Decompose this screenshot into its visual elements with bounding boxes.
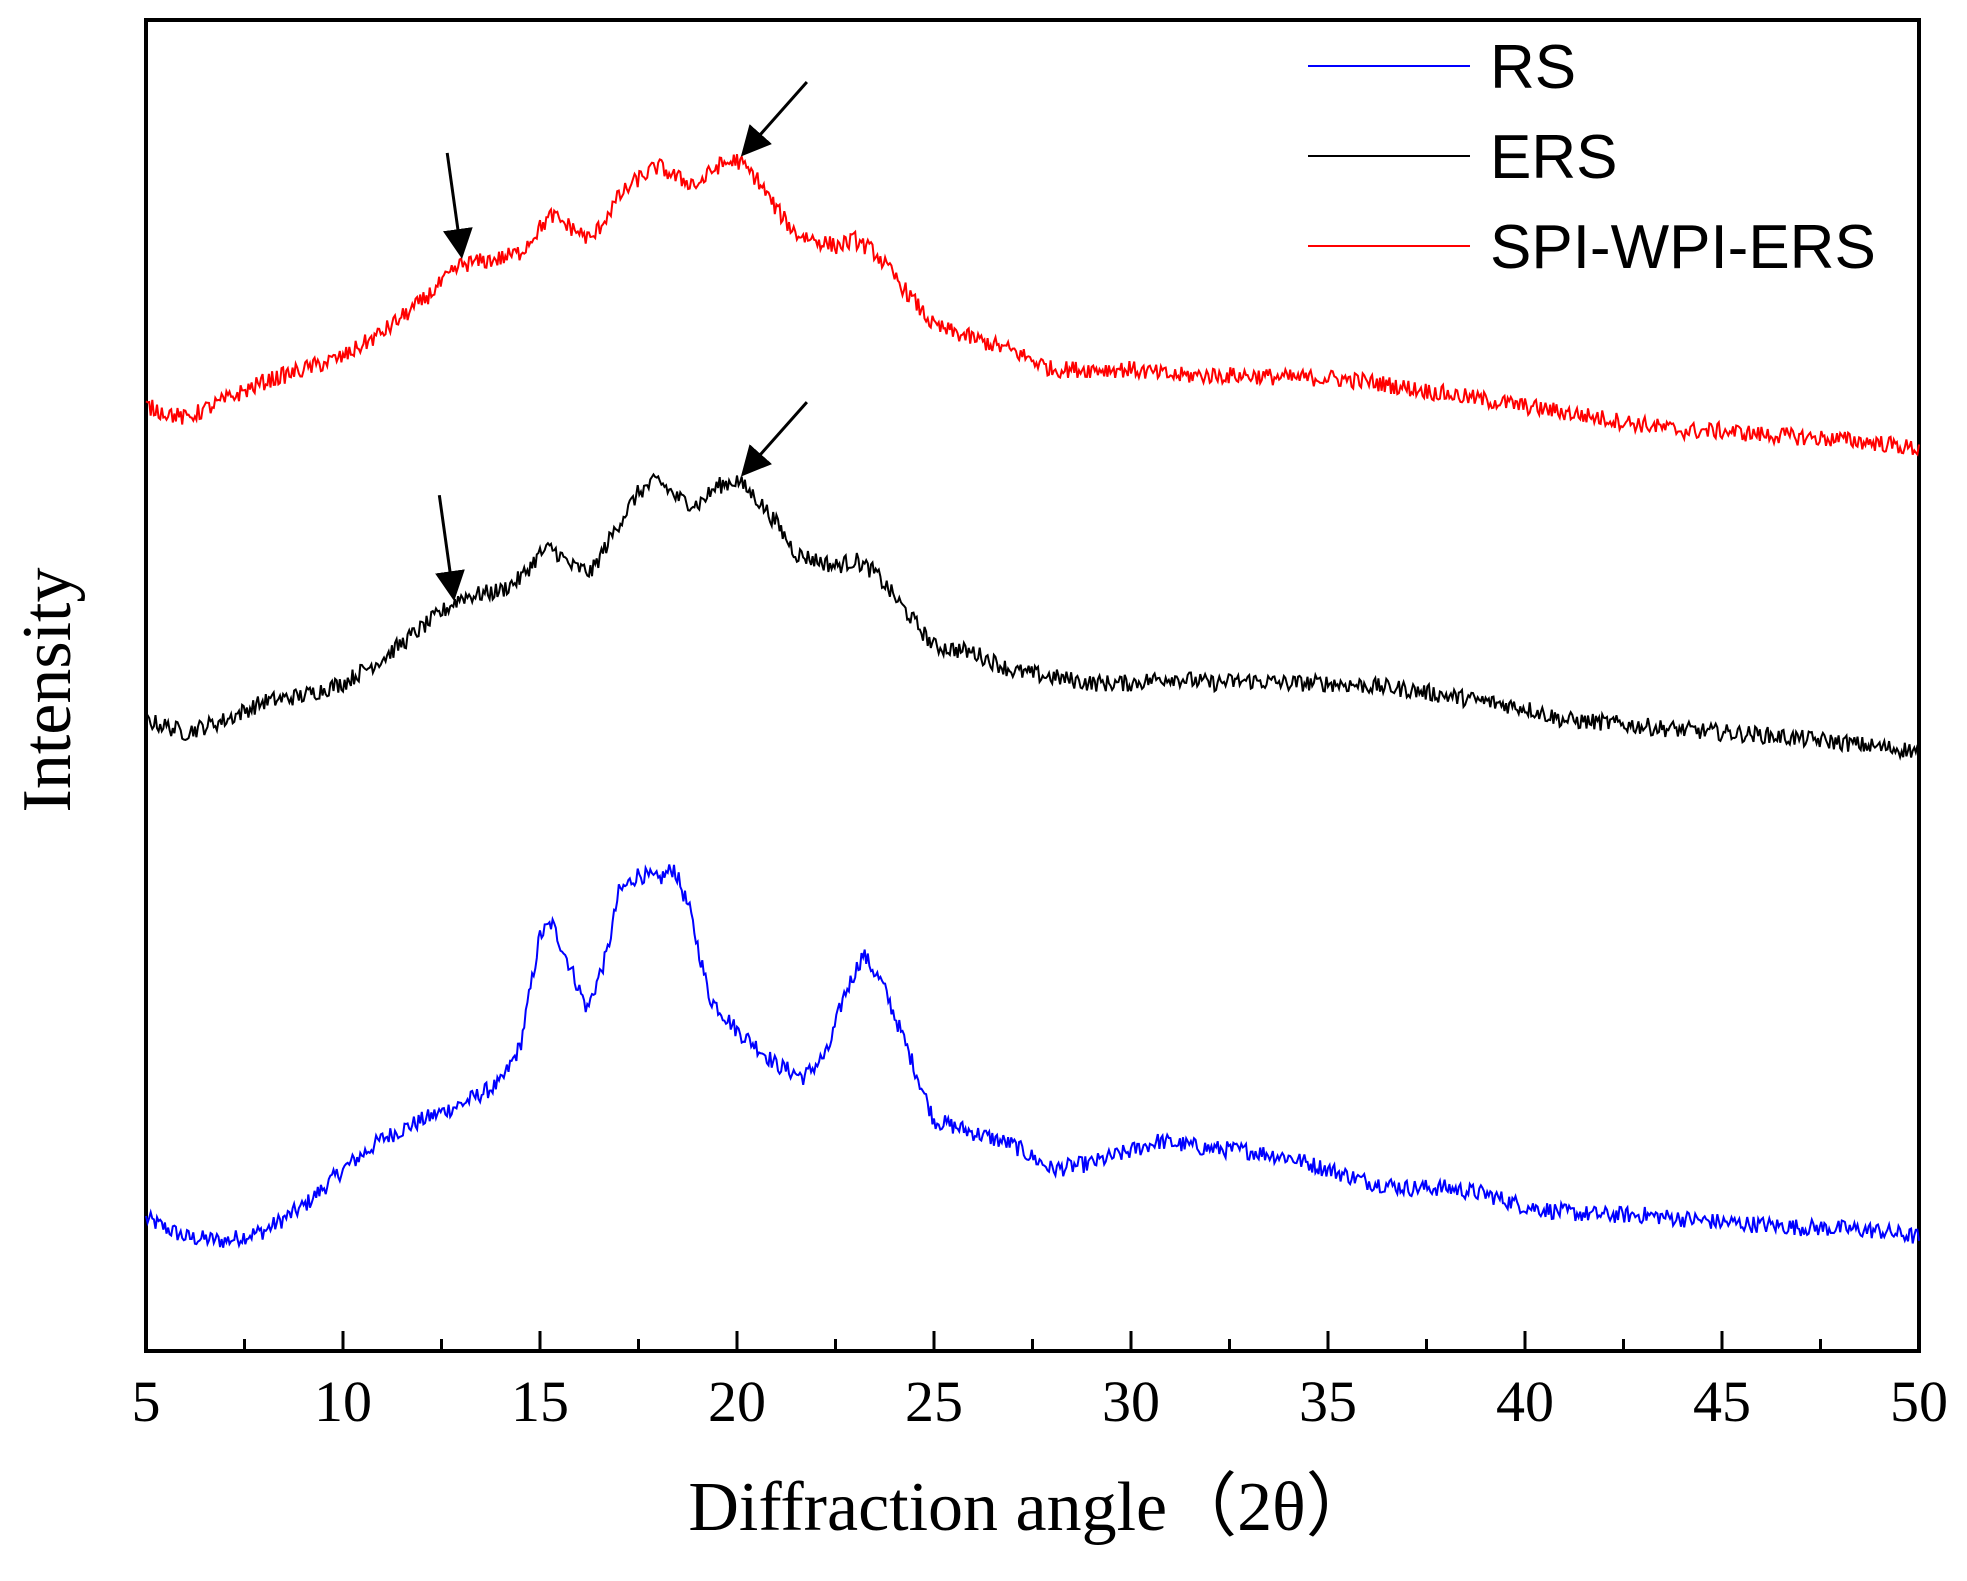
series-line-spi-wpi-ers	[145, 154, 1920, 457]
legend-label: SPI-WPI-ERS	[1490, 213, 1876, 282]
legend-item-spi-wpi-ers: SPI-WPI-ERS	[1308, 213, 1876, 282]
legend-label: ERS	[1490, 123, 1617, 192]
x-tick-label: 20	[708, 1369, 766, 1434]
peak-arrow-3	[435, 494, 465, 602]
series-layer	[145, 154, 1920, 1249]
series-line-ers	[145, 472, 1920, 761]
x-tick-label: 25	[905, 1369, 963, 1434]
peak-arrow-2	[740, 81, 809, 157]
series-line-rs	[145, 864, 1920, 1249]
peak-arrow-1	[443, 152, 473, 259]
x-axis-tick-labels: 5 10 15 20 25 30 35 40 45 50	[132, 1369, 1949, 1434]
x-tick-label: 10	[314, 1369, 372, 1434]
x-tick-label: 45	[1693, 1369, 1751, 1434]
y-axis-title: Intensity	[9, 568, 86, 813]
x-axis-title: Diffraction angle（2θ）	[688, 1469, 1375, 1546]
x-axis-ticks	[144, 1331, 1921, 1351]
x-tick-label: 30	[1102, 1369, 1160, 1434]
x-tick-label: 40	[1496, 1369, 1554, 1434]
legend-item-ers: ERS	[1308, 123, 1617, 192]
x-tick-label: 15	[511, 1369, 569, 1434]
annotation-layer	[435, 81, 809, 602]
legend-label: RS	[1490, 33, 1576, 102]
x-tick-label: 50	[1890, 1369, 1948, 1434]
x-tick-label: 35	[1299, 1369, 1357, 1434]
peak-arrow-4	[740, 401, 809, 477]
x-tick-label: 5	[132, 1369, 161, 1434]
legend-item-rs: RS	[1308, 33, 1576, 102]
legend: RS ERS SPI-WPI-ERS	[1308, 33, 1876, 282]
